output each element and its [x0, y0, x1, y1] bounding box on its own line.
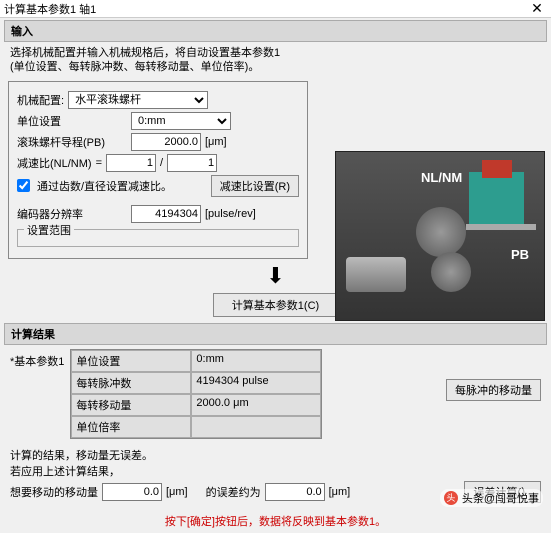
table-cell: 0:mm: [191, 350, 321, 372]
err-unit: [μm]: [329, 486, 351, 498]
desc-line2: (单位设置、每转脉冲数、每转移动量、单位倍率)。: [10, 60, 541, 74]
encoder-unit: [pulse/rev]: [205, 208, 256, 220]
result-line1: 计算的结果，移动量无误差。: [10, 447, 541, 463]
mech-cfg-select[interactable]: 水平滚珠螺杆: [68, 91, 208, 109]
expect-input[interactable]: [102, 483, 162, 501]
expect-label: 想要移动的移动量: [10, 484, 98, 500]
diagram-nlnm-label: NL/NM: [421, 170, 462, 185]
table-cell: 每转脉冲数: [71, 372, 191, 394]
per-pulse-button[interactable]: 每脉冲的移动量: [446, 379, 541, 401]
calc-button[interactable]: 计算基本参数1(C): [213, 293, 338, 317]
desc-line1: 选择机械配置并输入机械规格后，将自动设置基本参数1: [10, 46, 541, 60]
input-header: 输入: [4, 20, 547, 42]
ratio-checkbox[interactable]: [17, 179, 30, 192]
watermark: 头 头条@闯哥悦事: [440, 489, 543, 507]
result-header: 计算结果: [4, 323, 547, 345]
encoder-label: 编码器分辨率: [17, 206, 127, 222]
expect-unit: [μm]: [166, 486, 188, 498]
ratio-num-input[interactable]: [106, 154, 156, 172]
unit-label: 单位设置: [17, 113, 127, 129]
ratio-label: 减速比(NL/NM): [17, 155, 92, 171]
mech-cfg-label: 机械配置:: [17, 92, 64, 108]
close-icon[interactable]: ✕: [527, 0, 547, 17]
basic-params-label: *基本参数1: [10, 349, 64, 369]
err-input[interactable]: [265, 483, 325, 501]
mechanism-diagram: NL/NM PB: [335, 151, 545, 321]
encoder-input[interactable]: [131, 205, 201, 223]
diagram-pb-label: PB: [511, 247, 529, 262]
window-title: 计算基本参数1 轴1: [4, 1, 527, 17]
lead-input[interactable]: [131, 133, 201, 151]
table-cell: 每转移动量: [71, 394, 191, 416]
err-label: 的误差约为: [206, 484, 261, 500]
result-table: 单位设置0:mm 每转脉冲数4194304 pulse 每转移动量2000.0 …: [70, 349, 322, 439]
ratio-eq: =: [96, 157, 102, 169]
lead-label: 滚珠螺杆导程(PB): [17, 134, 127, 150]
footer-note: 按下[确定]按钮后，数据将反映到基本参数1。: [0, 509, 551, 533]
table-cell: [191, 416, 321, 438]
ratio-den-input[interactable]: [167, 154, 217, 172]
result-line2: 若应用上述计算结果，: [10, 463, 541, 479]
ratio-slash: /: [160, 157, 163, 169]
table-cell: 2000.0 μm: [191, 394, 321, 416]
table-cell: 单位设置: [71, 350, 191, 372]
table-cell: 4194304 pulse: [191, 372, 321, 394]
table-cell: 单位倍率: [71, 416, 191, 438]
watermark-icon: 头: [444, 491, 458, 505]
ratio-setting-button[interactable]: 减速比设置(R): [211, 175, 299, 197]
unit-select[interactable]: 0:mm: [131, 112, 231, 130]
range-label: 设置范围: [24, 222, 74, 238]
ratio-chk-label: 通过齿数/直径设置减速比。: [37, 178, 172, 194]
lead-unit: [μm]: [205, 136, 227, 148]
watermark-text: 头条@闯哥悦事: [462, 490, 539, 506]
